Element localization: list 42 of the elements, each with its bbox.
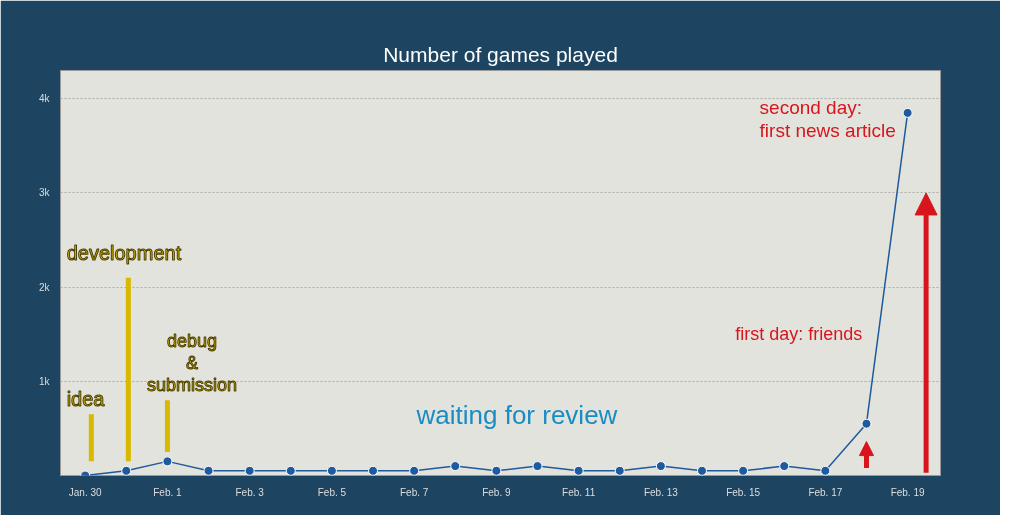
point [121,465,132,476]
x-tick-label: Feb. 11 [562,486,596,498]
point [655,461,666,472]
x-tick-label: Feb. 3 [235,486,265,498]
x-tick-label: Feb. 17 [808,486,843,498]
x-tick-label: Feb. 13 [643,486,679,498]
point [573,465,584,476]
point [861,418,872,429]
point [614,465,625,476]
point [902,107,913,118]
point [779,461,790,472]
chart-title: Number of games played [383,42,618,66]
y-tick-label: 1k [38,375,51,387]
x-tick-label: Feb. 5 [317,486,347,498]
point [203,465,214,476]
point [491,465,502,476]
point [326,465,337,476]
x-tick-label: Feb. 1 [153,486,183,498]
x-tick-label: Jan. 30 [68,486,103,498]
point [244,465,255,476]
annotation: second day: first news article [759,97,896,142]
point [368,465,379,476]
point [162,456,173,467]
point [285,465,296,476]
point [409,465,420,476]
annotation: debug & submission [147,331,238,396]
point [820,465,831,476]
x-tick-label: Feb. 7 [399,486,429,498]
x-tick-label: Feb. 15 [726,486,761,498]
point [697,465,707,476]
y-tick-label: 2k [38,281,51,293]
annotation: idea [66,387,106,410]
x-tick-label: Feb. 19 [890,486,925,498]
annotation: waiting for review [415,400,618,431]
point [450,461,461,472]
annotation: development [66,241,182,264]
y-tick-label: 3k [38,187,51,199]
point [532,461,543,472]
y-tick-label: 4k [38,93,51,105]
point [738,465,749,476]
annotation: first day: friends [735,323,863,344]
x-tick-label: Feb. 9 [482,486,511,498]
